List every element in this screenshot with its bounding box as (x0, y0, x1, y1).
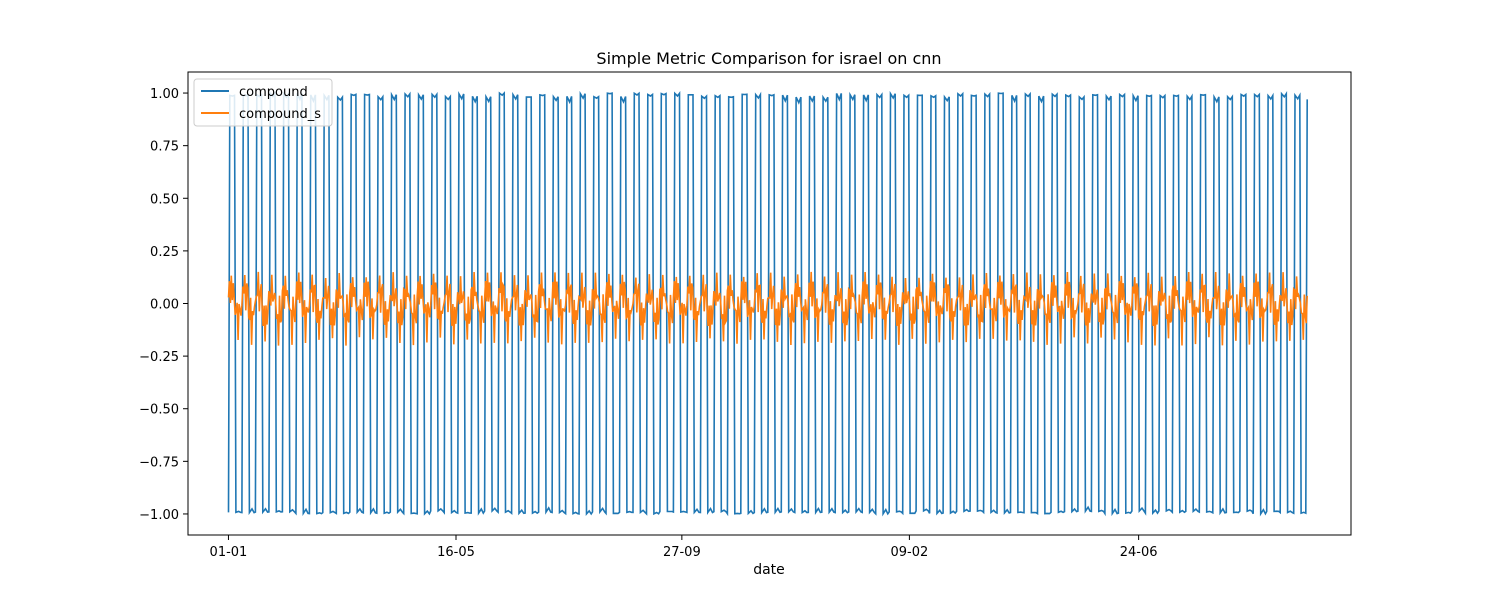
series-line-compound (227, 90, 1308, 517)
legend-label-compound-s: compound_s (239, 107, 321, 122)
x-tick-label: 24-06 (1120, 545, 1158, 560)
y-tick-label: −0.75 (139, 455, 179, 470)
x-tick-label: 09-02 (891, 545, 929, 560)
axes: 1.00 0.75 0.50 0.25 0.00 −0.25 −0.50 −0.75 −1.00… (139, 71, 1352, 560)
x-axis-label: date (753, 562, 785, 578)
y-tick-label: −0.50 (139, 403, 179, 418)
y-tick-label: −0.25 (139, 350, 179, 365)
y-tick-label: 0.50 (150, 192, 179, 207)
y-tick-label: 0.00 (150, 298, 179, 313)
y-tick-label: 1.00 (150, 87, 179, 102)
legend: compound compound_s (193, 78, 333, 127)
y-tick-label: 0.25 (150, 245, 179, 260)
x-tick-label: 27-09 (663, 545, 701, 560)
y-tick-label: −1.00 (139, 508, 179, 523)
legend-label-compound: compound (239, 85, 308, 100)
x-tick-label: 16-05 (437, 545, 475, 560)
y-tick-label: 0.75 (150, 140, 179, 155)
plot-area (227, 90, 1308, 517)
x-tick-label: 01-01 (210, 545, 248, 560)
series-line-compound-s (227, 271, 1308, 346)
chart-title: Simple Metric Comparison for israel on c… (596, 49, 941, 68)
